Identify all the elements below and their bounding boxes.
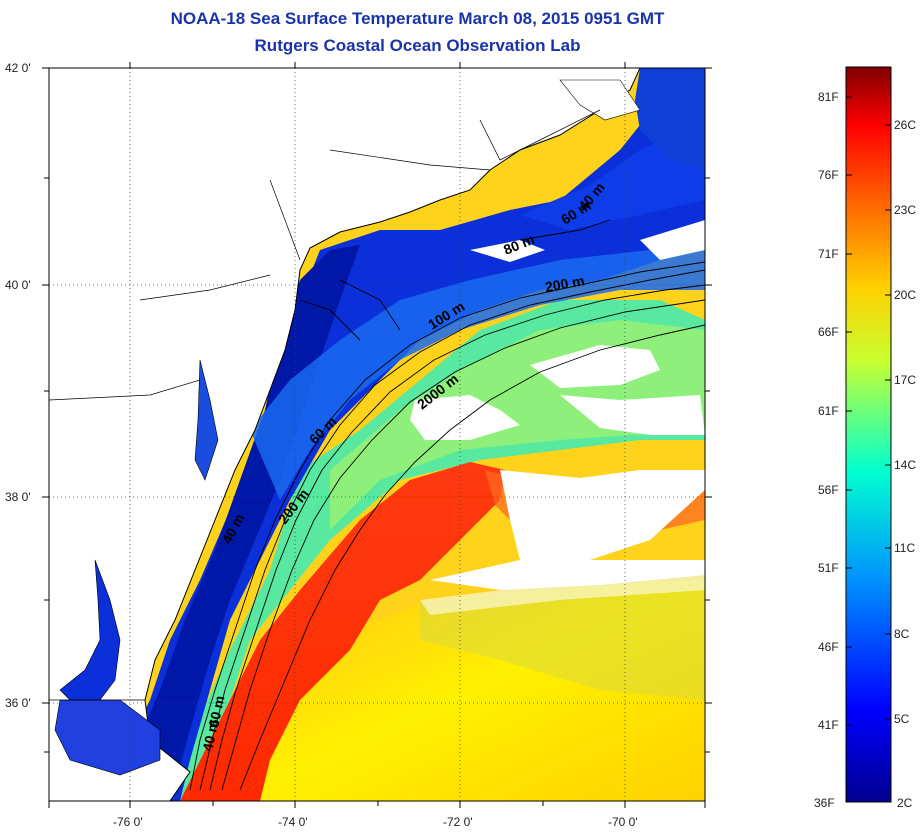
cb-label-56f: 56F	[818, 483, 839, 497]
cloud-patches	[410, 220, 705, 590]
cb-label-41f: 41F	[818, 718, 839, 732]
cb-label-14c: 14C	[894, 458, 917, 472]
lat-label-40: 40 0'	[5, 278, 31, 292]
lat-label-36: 36 0'	[5, 696, 31, 710]
gulf-stream	[180, 462, 505, 801]
cb-label-23c: 23C	[894, 203, 917, 217]
chart-title: NOAA-18 Sea Surface Temperature March 08…	[170, 9, 665, 28]
lat-label-42: 42 0'	[5, 61, 31, 75]
contour-label-200m-north: 200 m	[544, 272, 586, 295]
cb-label-36f: 36F	[814, 796, 835, 810]
grid-lines	[49, 68, 705, 801]
isobath-contours	[189, 219, 705, 791]
cb-label-46f: 46F	[818, 640, 839, 654]
cb-label-61f: 61F	[818, 404, 839, 418]
cb-label-2c: 2C	[897, 796, 913, 810]
cb-label-11c: 11C	[894, 541, 916, 555]
cb-label-8c: 8C	[894, 627, 910, 641]
lon-label-76: -76 0'	[113, 815, 143, 829]
cb-label-5c: 5C	[894, 712, 910, 726]
colorbar	[845, 66, 892, 803]
cb-label-26c: 26C	[894, 118, 917, 132]
cb-label-81f: 81F	[818, 90, 839, 104]
lat-label-38: 38 0'	[5, 490, 31, 504]
cb-label-20c: 20C	[894, 288, 917, 302]
lon-label-74: -74 0'	[278, 815, 308, 829]
shelf-water	[80, 80, 705, 801]
cb-label-66f: 66F	[818, 325, 839, 339]
contour-label-40m-south: 40 m	[199, 718, 221, 753]
cb-label-76f: 76F	[818, 168, 839, 182]
cb-label-51f: 51F	[818, 561, 839, 575]
lon-label-72: -72 0'	[443, 815, 473, 829]
lon-label-70: -70 0'	[608, 815, 638, 829]
cb-label-17c: 17C	[894, 373, 917, 387]
cb-label-71f: 71F	[818, 247, 839, 261]
chart-subtitle: Rutgers Coastal Ocean Observation Lab	[254, 36, 581, 55]
